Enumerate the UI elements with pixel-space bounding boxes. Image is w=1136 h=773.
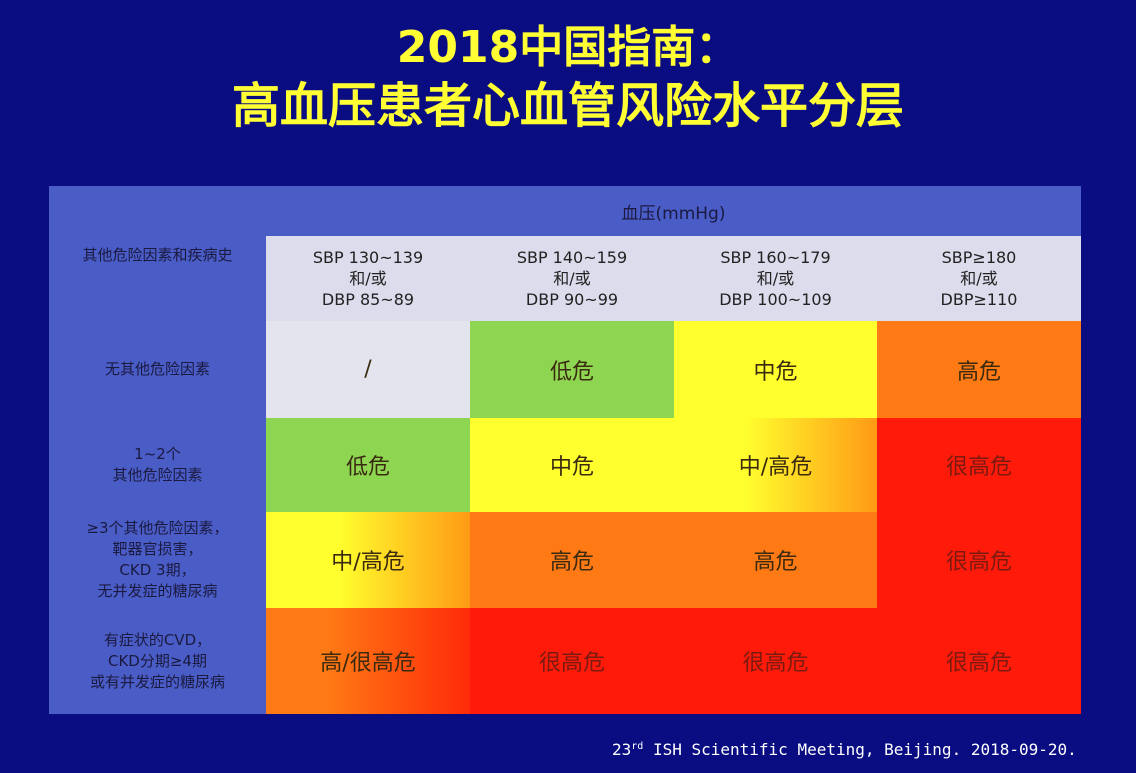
- risk-cell-r3-c2: 高危: [470, 512, 674, 608]
- column-header-1: SBP 130~139 和/或 DBP 85~89: [266, 236, 470, 321]
- footer-num: 23: [612, 740, 632, 759]
- column-header-3: SBP 160~179 和/或 DBP 100~109: [674, 236, 877, 321]
- risk-factor-header: 其他危险因素和疾病史: [82, 246, 233, 264]
- risk-cell-r1-c3: 中危: [674, 321, 877, 418]
- title-line-1: 2018中国指南：: [396, 22, 740, 73]
- risk-stratification-table: 血压(mmHg) 其他危险因素和疾病史 SBP 130~139 和/或 DBP …: [49, 186, 1081, 714]
- footer-suffix: rd: [631, 741, 644, 752]
- column-header-4: SBP≥180 和/或 DBP≥110: [877, 236, 1081, 321]
- footer-text: ISH Scientific Meeting, Beijing. 2018-09…: [643, 740, 1077, 759]
- title-line-2: 高血压患者心血管风险水平分层: [231, 78, 904, 134]
- column-header-2: SBP 140~159 和/或 DBP 90~99: [470, 236, 674, 321]
- risk-cell-r4-c1: 高/很高危: [266, 608, 470, 714]
- risk-cell-r1-c1: /: [266, 321, 470, 418]
- row-header-4: 有症状的CVD， CKD分期≥4期 或有并发症的糖尿病: [89, 630, 225, 691]
- risk-cell-r3-c1: 中/高危: [266, 512, 470, 608]
- risk-cell-r1-c4: 高危: [877, 321, 1081, 418]
- row-header-3: ≥3个其他危险因素， 靶器官损害， CKD 3期， 无并发症的糖尿病: [86, 519, 229, 600]
- row-header-1: 无其他危险因素: [104, 360, 210, 378]
- row-header-2: 1~2个 其他危险因素: [112, 445, 203, 484]
- risk-cell-r3-c3: 高危: [674, 512, 877, 608]
- risk-cell-r3-c4: 很高危: [877, 512, 1081, 608]
- risk-cell-r2-c3: 中/高危: [674, 418, 877, 512]
- bp-header: 血压(mmHg): [266, 186, 1081, 236]
- risk-cell-r4-c2: 很高危: [470, 608, 674, 714]
- footer-citation: 23rd ISH Scientific Meeting, Beijing. 20…: [612, 740, 1077, 759]
- risk-cell-r2-c2: 中危: [470, 418, 674, 512]
- risk-cell-r1-c2: 低危: [470, 321, 674, 418]
- risk-cell-r4-c4: 很高危: [877, 608, 1081, 714]
- risk-cell-r4-c3: 很高危: [674, 608, 877, 714]
- risk-cell-r2-c1: 低危: [266, 418, 470, 512]
- risk-cell-r2-c4: 很高危: [877, 418, 1081, 512]
